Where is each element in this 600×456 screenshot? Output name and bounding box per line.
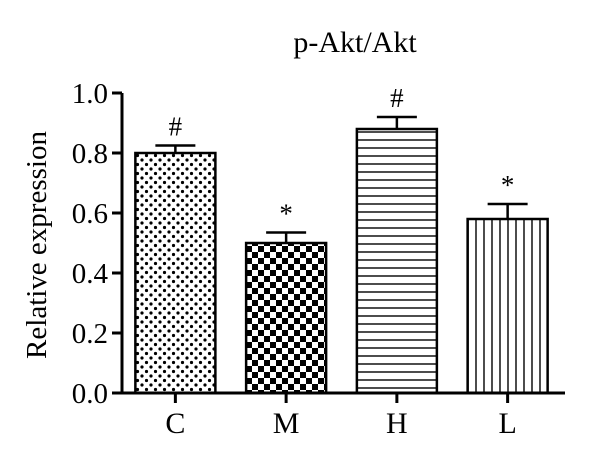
significance-label-M: * bbox=[279, 199, 293, 229]
y-tick-label: 0.0 bbox=[72, 378, 108, 410]
x-tick-label-H: H bbox=[386, 407, 408, 440]
bars: # * # * bbox=[134, 83, 549, 395]
y-axis: 0.0 0.2 0.4 0.6 0.8 1.0 bbox=[72, 78, 124, 410]
y-tick-label: 0.8 bbox=[72, 138, 108, 170]
significance-label-L: * bbox=[501, 170, 515, 200]
y-tick-label: 0.6 bbox=[72, 198, 108, 230]
bar-group-C: # bbox=[134, 112, 217, 395]
y-tick-label: 1.0 bbox=[72, 78, 108, 110]
y-tick-label: 0.2 bbox=[72, 318, 108, 350]
bar-H bbox=[355, 127, 439, 395]
bar-group-H: # bbox=[355, 83, 439, 395]
y-axis-title: Relative expression bbox=[21, 131, 53, 359]
bar-group-M: * bbox=[244, 199, 328, 395]
chart-title: p-Akt/Akt bbox=[293, 26, 417, 59]
x-tick-label-L: L bbox=[498, 407, 516, 440]
bar-M bbox=[244, 241, 328, 395]
bar-C bbox=[134, 151, 217, 395]
significance-label-C: # bbox=[169, 112, 183, 142]
x-tick-label-M: M bbox=[273, 407, 300, 440]
x-tick-label-C: C bbox=[165, 407, 185, 440]
bar-group-L: * bbox=[466, 170, 549, 395]
y-tick-label: 0.4 bbox=[72, 258, 109, 290]
bar-L bbox=[466, 217, 549, 395]
significance-label-H: # bbox=[390, 83, 404, 113]
